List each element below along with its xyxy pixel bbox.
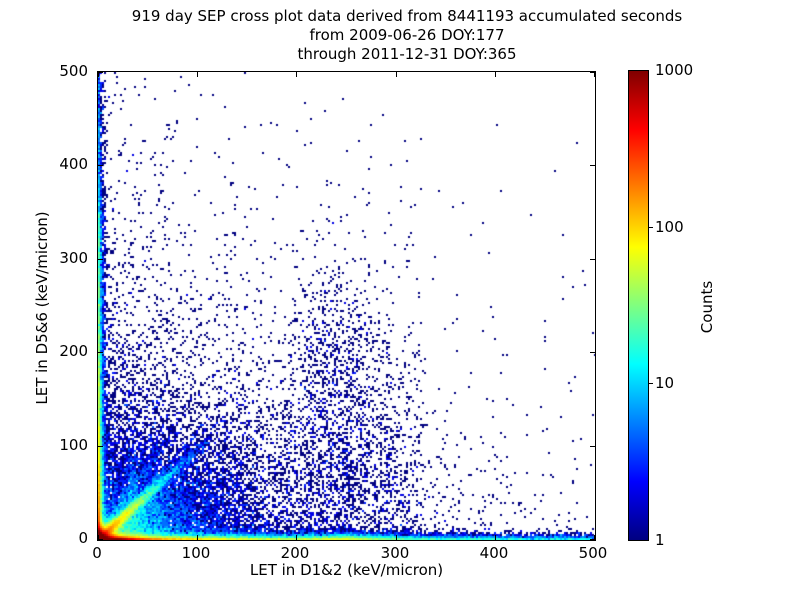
x-tick-mark-top (296, 72, 297, 77)
y-tick-mark-right (590, 539, 595, 540)
scatter-heatmap-canvas (98, 72, 595, 540)
y-tick-label: 0 (78, 529, 88, 547)
colorbar-tick-label: 100 (655, 218, 684, 236)
x-tick-mark (495, 535, 496, 540)
colorbar-tick-label: 1 (655, 531, 665, 549)
y-tick-mark (98, 539, 103, 540)
y-tick-mark (98, 352, 103, 353)
x-tick-label: 100 (181, 544, 211, 562)
x-tick-mark (396, 535, 397, 540)
y-tick-mark (98, 165, 103, 166)
plot-area (97, 71, 596, 541)
x-tick-mark-top (594, 72, 595, 77)
y-tick-label: 400 (59, 155, 88, 173)
chart-title-line-2: from 2009-06-26 DOY:177 (309, 26, 505, 44)
colorbar-label: Counts (698, 280, 716, 334)
x-tick-mark (296, 535, 297, 540)
colorbar-tick-mark (649, 383, 653, 384)
y-tick-mark-right (590, 259, 595, 260)
y-tick-mark (98, 446, 103, 447)
y-tick-label: 300 (59, 249, 88, 267)
y-tick-mark-right (590, 446, 595, 447)
x-tick-label: 400 (479, 544, 509, 562)
y-axis-label: LET in D5&6 (keV/micron) (33, 211, 51, 405)
x-axis-label: LET in D1&2 (keV/micron) (249, 561, 444, 579)
x-tick-mark (197, 535, 198, 540)
y-tick-label: 500 (59, 62, 88, 80)
y-tick-mark-right (590, 165, 595, 166)
chart-title: 919 day SEP cross plot data derived from… (14, 7, 800, 64)
x-tick-label: 300 (380, 544, 410, 562)
y-tick-mark-right (590, 72, 595, 73)
x-tick-mark (594, 535, 595, 540)
chart-title-line-3: through 2011-12-31 DOY:365 (297, 45, 517, 63)
y-tick-label: 100 (59, 436, 88, 454)
colorbar-tick-mark (649, 227, 653, 228)
y-tick-mark (98, 259, 103, 260)
colorbar-tick-label: 10 (655, 374, 675, 392)
colorbar (628, 70, 649, 541)
y-tick-mark (98, 72, 103, 73)
x-tick-label: 200 (280, 544, 310, 562)
x-tick-mark-top (495, 72, 496, 77)
x-tick-mark-top (197, 72, 198, 77)
chart-title-line-1: 919 day SEP cross plot data derived from… (131, 7, 683, 25)
colorbar-tick-label: 1000 (655, 61, 694, 79)
x-tick-mark-top (396, 72, 397, 77)
x-tick-mark-top (98, 72, 99, 77)
y-tick-mark-right (590, 352, 595, 353)
x-tick-label: 0 (92, 544, 102, 562)
x-tick-label: 500 (578, 544, 608, 562)
y-tick-label: 200 (59, 342, 88, 360)
x-tick-mark (98, 535, 99, 540)
